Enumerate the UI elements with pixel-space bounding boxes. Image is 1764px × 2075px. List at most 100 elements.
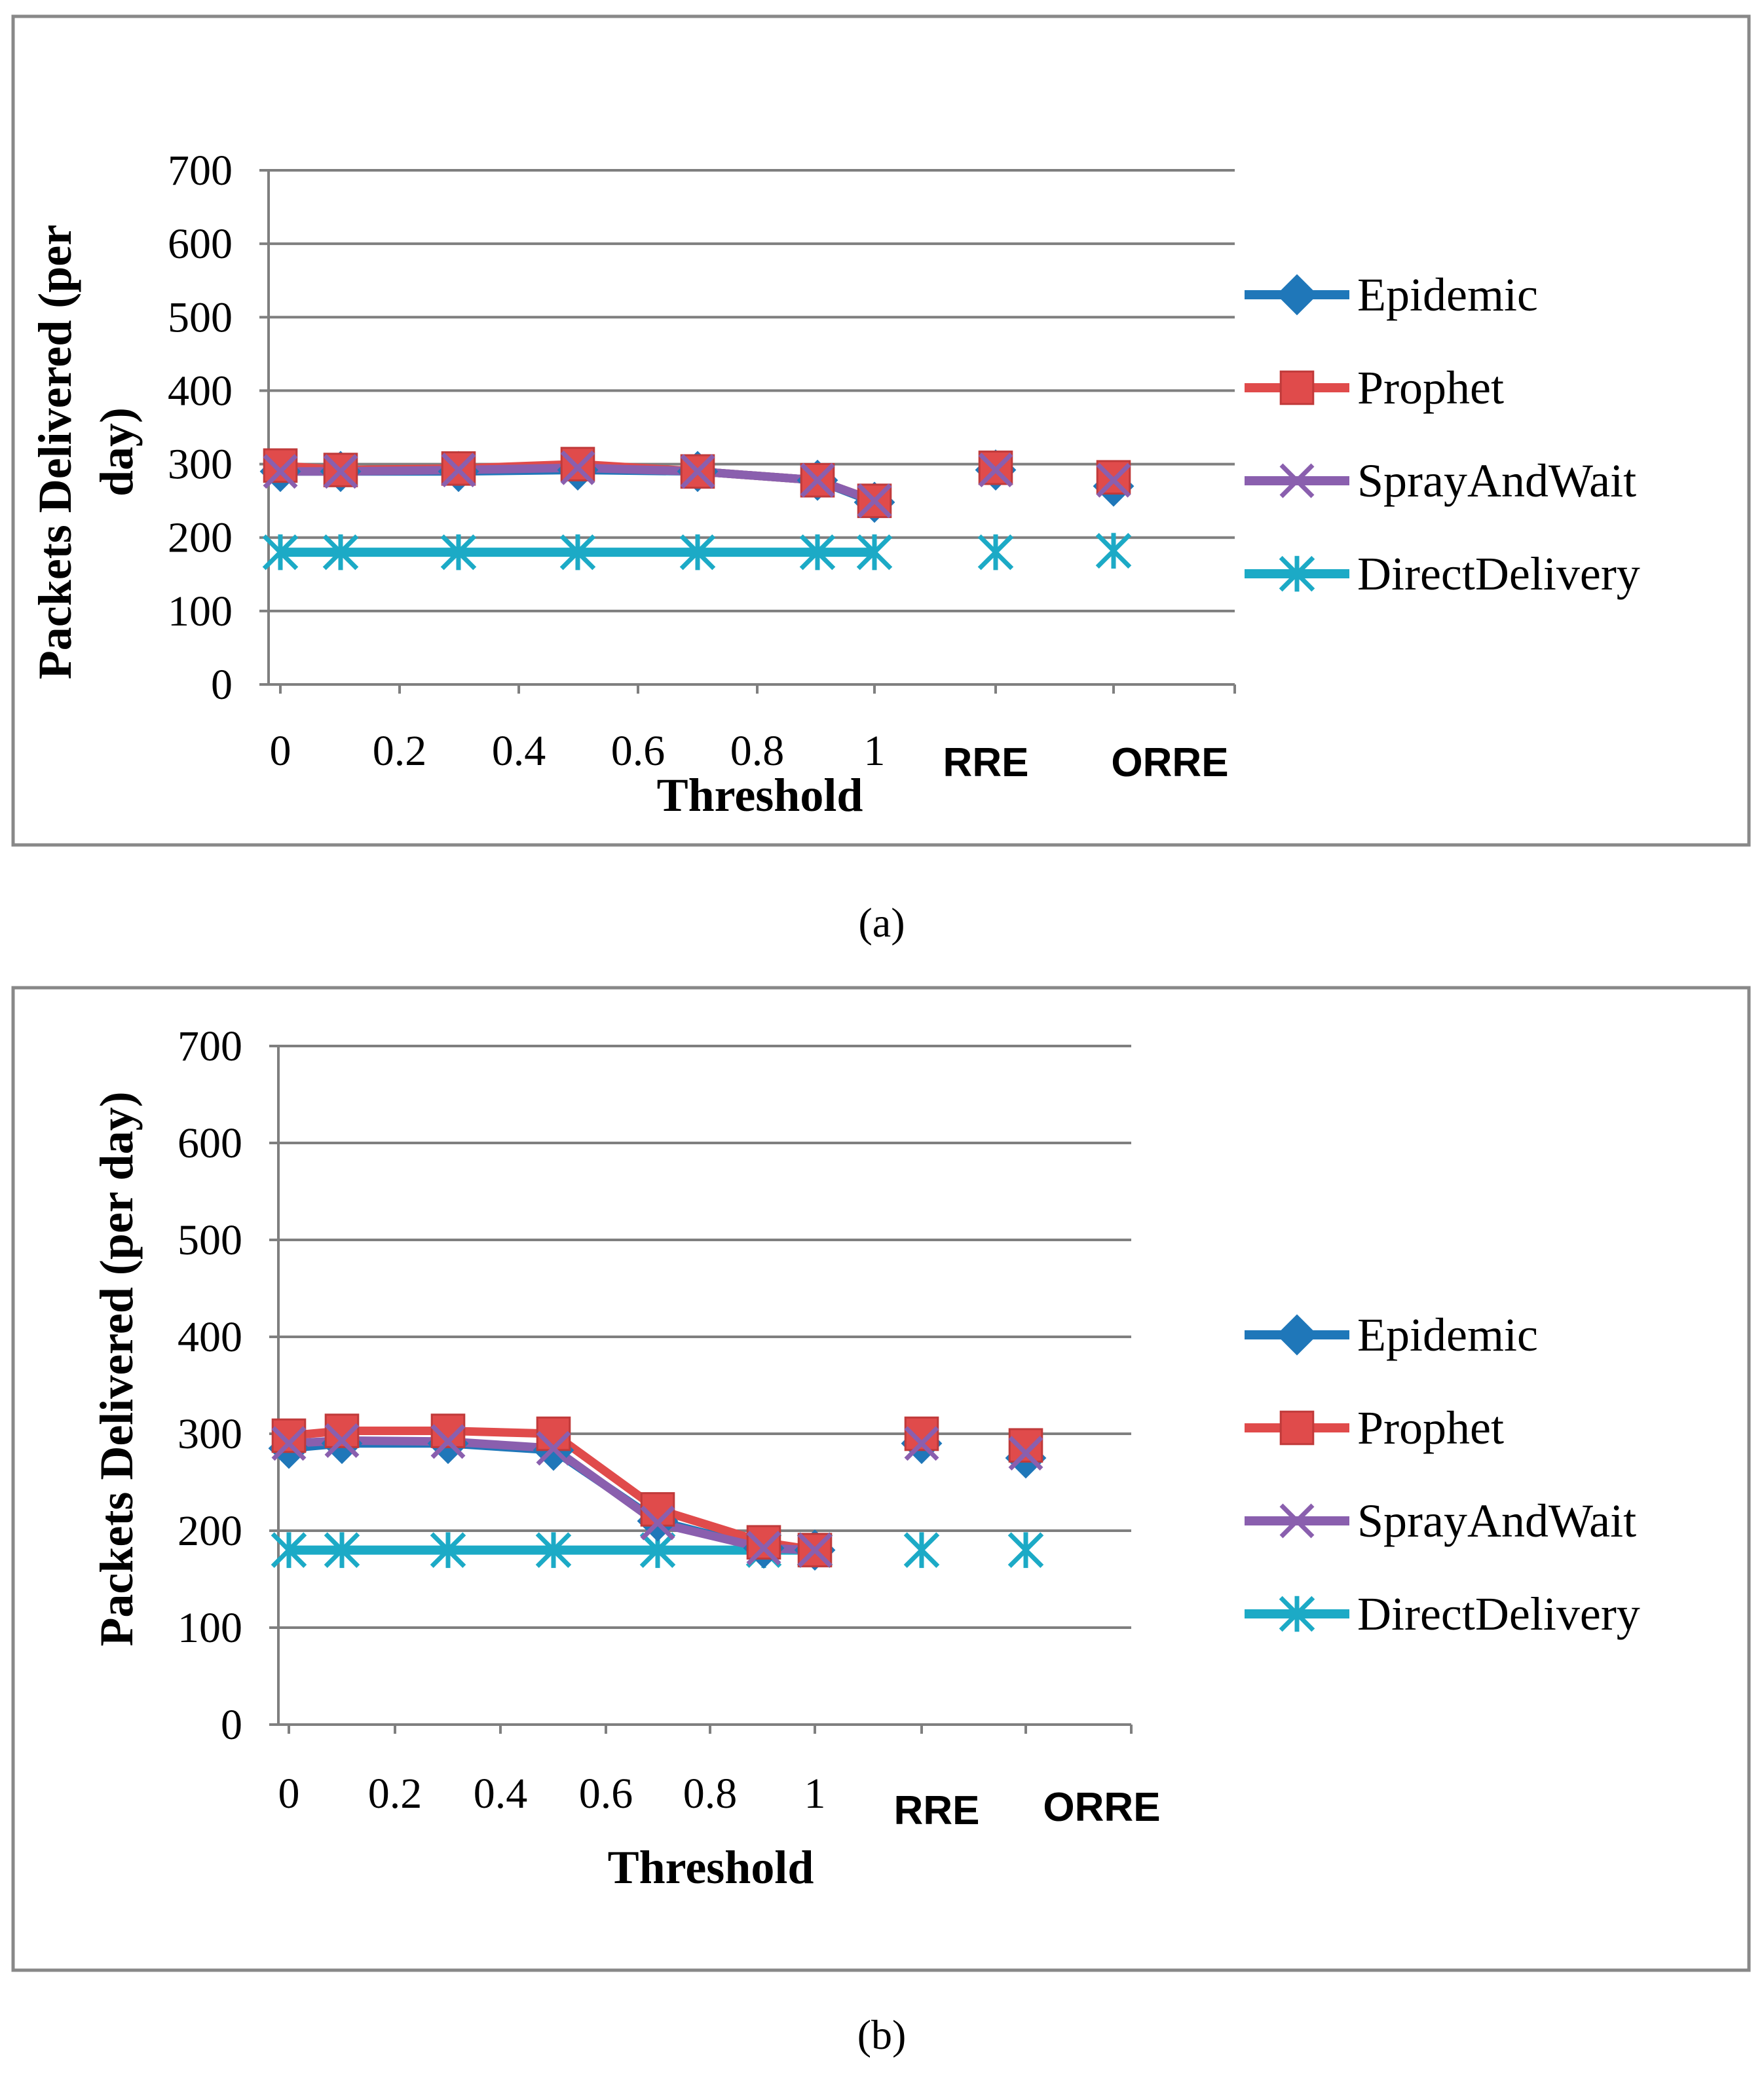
panel-b-legend-marker-Epidemic: [1276, 1314, 1318, 1356]
panel-b-y-axis-title: Packets Delivered (per day): [90, 1091, 143, 1646]
panel-b-point-SprayAndWait: [797, 1533, 833, 1568]
panel-a-legend-label: DirectDelivery: [1357, 548, 1640, 600]
panel-b-point-SprayAndWait-stroke2: [746, 1531, 781, 1566]
panel-a-y-tick-label: 700: [168, 147, 233, 195]
panel-b-legend-marker-SprayAndWait-stroke2: [1279, 1503, 1315, 1539]
panel-a-y-tick-label: 400: [168, 367, 233, 415]
panel-b-point-SprayAndWait-stroke2: [430, 1424, 466, 1459]
panel-b-point-DirectDelivery: [903, 1532, 940, 1568]
panel-a-y-tick-label: 500: [168, 293, 233, 341]
panel-a-legend-marker-SprayAndWait: [1279, 463, 1315, 498]
panel-b-y-tick-label: 0: [221, 1701, 242, 1749]
panel-a-point-Prophet: [560, 447, 595, 481]
panel-a-point-SprayAndWait: [441, 453, 476, 488]
panel-a-point-SprayAndWait: [263, 454, 298, 489]
panel-b-legend-marker-Prophet: [1279, 1410, 1315, 1446]
panel-b-point-SprayAndWait: [430, 1424, 466, 1459]
panel-a-point-SprayAndWait-stroke2: [441, 453, 476, 488]
panel-a-point-DirectDelivery: [262, 534, 299, 570]
panel-a-x-tick-label: RRE: [943, 740, 1029, 785]
panel-a-point-SprayAndWait-stroke2: [800, 462, 835, 498]
panel-a-x-tick-label: 1: [864, 727, 886, 775]
panel-b-x-tick-label: 0: [278, 1770, 300, 1818]
panel-a-x-axis-title: Threshold: [657, 769, 863, 821]
panel-a-point-DirectDelivery: [440, 534, 477, 570]
panel-a-y-axis-title-line2: day): [90, 407, 143, 496]
panel-b-y-tick-label: 500: [178, 1216, 242, 1264]
panel-b-point-SprayAndWait: [640, 1505, 675, 1541]
panel-a-point-SprayAndWait: [680, 454, 715, 489]
panel-a-point-DirectDelivery: [322, 534, 359, 570]
panel-a-point-SprayAndWait-stroke2: [1096, 462, 1131, 498]
panel-a-legend-marker-SprayAndWait-stroke2: [1279, 463, 1315, 498]
panel-a-point-Prophet: [263, 448, 298, 483]
panel-a-point-DirectDelivery: [856, 534, 893, 570]
panel-a-legend: Epidemic Prophet SprayAndWait DirectDeliver…: [1245, 269, 1640, 600]
panel-a-y-tick-label: 600: [168, 220, 233, 268]
panel-b-x-ticks: 0 0.2 0.4 0.6 0.8 1 RRE ORRE: [278, 1770, 1161, 1833]
panel-b-point-SprayAndWait: [1008, 1436, 1043, 1471]
panel-b-point-SprayAndWait-stroke2: [640, 1505, 675, 1541]
panel-b-legend-label: DirectDelivery: [1357, 1588, 1640, 1640]
panel-a-x-tick-label: ORRE: [1111, 740, 1228, 785]
panel-a-x-tick-label: 0.4: [492, 727, 546, 775]
panel-b-point-SprayAndWait: [271, 1426, 307, 1461]
panel-a-y-tick-label: 0: [211, 661, 233, 709]
panel-b-series: [268, 1413, 1047, 1571]
panel-b-y-tick-label: 200: [178, 1507, 242, 1555]
panel-a-point-SprayAndWait-stroke2: [560, 450, 595, 485]
panel-b: 0 100 200 300 400 500 600 700 0 0.2 0.4 0.6 0.8 1 RRE…: [11, 986, 1751, 2058]
panel-a-x-tick-label: 0: [270, 727, 291, 775]
panel-b-legend-marker-DirectDelivery: [1279, 1596, 1315, 1632]
panel-b-x-tick-label: 1: [804, 1770, 826, 1818]
panel-a-y-tick-label: 300: [168, 441, 233, 489]
panel-a-legend-label: Prophet: [1357, 362, 1504, 414]
panel-a-point-DirectDelivery: [679, 534, 716, 570]
panel-b-point-SprayAndWait: [904, 1426, 939, 1461]
panel-b-axes: [269, 1045, 1133, 1734]
panel-b-caption: (b): [857, 2011, 907, 2058]
panel-a-point-DirectDelivery: [977, 534, 1014, 570]
panel-b-point-DirectDelivery: [1007, 1532, 1044, 1568]
panel-b-y-tick-label: 100: [178, 1604, 242, 1652]
panel-a-legend-label: Epidemic: [1357, 269, 1538, 321]
panel-b-x-tick-label: 0.6: [579, 1770, 633, 1818]
panel-a-point-SprayAndWait: [560, 450, 595, 485]
panel-a-legend-label: SprayAndWait: [1357, 455, 1636, 507]
panel-b-legend-label: SprayAndWait: [1357, 1495, 1636, 1547]
panel-a-point-DirectDelivery: [559, 534, 596, 570]
panel-a-series: [259, 447, 1135, 570]
panel-a-y-tick-label: 100: [168, 588, 233, 635]
panel-a-caption: (a): [858, 899, 905, 946]
panel-a-y-ticks: 0 100 200 300 400 500 600 700: [168, 147, 233, 709]
panel-b-point-Prophet: [1008, 1428, 1043, 1463]
panel-a-x-tick-label: 0.2: [373, 727, 427, 775]
panel-a-point-SprayAndWait-stroke2: [680, 454, 715, 489]
panel-a-x-ticks: 0 0.2 0.4 0.6 0.8 1 RRE ORRE: [270, 727, 1229, 785]
panel-a-legend-marker-DirectDelivery: [1279, 555, 1315, 592]
panel-b-point-Prophet: [746, 1525, 781, 1560]
panel-b-legend: Epidemic Prophet SprayAndWait DirectDeliver…: [1245, 1309, 1640, 1640]
panel-b-point-DirectDelivery: [324, 1532, 360, 1568]
panel-a: 0 100 200 300 400 500 600 700 0 0.2 0.4 0.6 0.8 1 RRE…: [11, 14, 1751, 946]
panel-a-point-SprayAndWait-stroke2: [323, 454, 358, 489]
panel-b-point-SprayAndWait-stroke2: [271, 1426, 307, 1461]
panel-b-point-SprayAndWait-stroke2: [536, 1430, 571, 1466]
panel-b-point-SprayAndWait: [324, 1423, 360, 1458]
panel-a-x-tick-label: 0.6: [611, 727, 666, 775]
panel-a-point-SprayAndWait: [978, 453, 1013, 488]
panel-b-y-ticks: 0 100 200 300 400 500 600 700: [178, 1022, 242, 1749]
panel-a-y-tick-label: 200: [168, 514, 233, 562]
panel-b-point-Prophet: [271, 1418, 307, 1453]
panel-b-legend-label: Epidemic: [1357, 1309, 1538, 1361]
panel-a-point-SprayAndWait: [1096, 462, 1131, 498]
panel-b-point-SprayAndWait-stroke2: [797, 1533, 833, 1568]
panel-b-point-SprayAndWait-stroke2: [324, 1423, 360, 1458]
panel-b-point-SprayAndWait-stroke2: [1008, 1436, 1043, 1471]
panel-a-frame: [11, 14, 1751, 847]
panel-b-legend-label: Prophet: [1357, 1402, 1504, 1454]
panel-b-point-SprayAndWait: [746, 1531, 781, 1566]
panel-a-point-SprayAndWait-stroke2: [978, 453, 1013, 488]
panel-b-y-tick-label: 700: [178, 1022, 242, 1070]
